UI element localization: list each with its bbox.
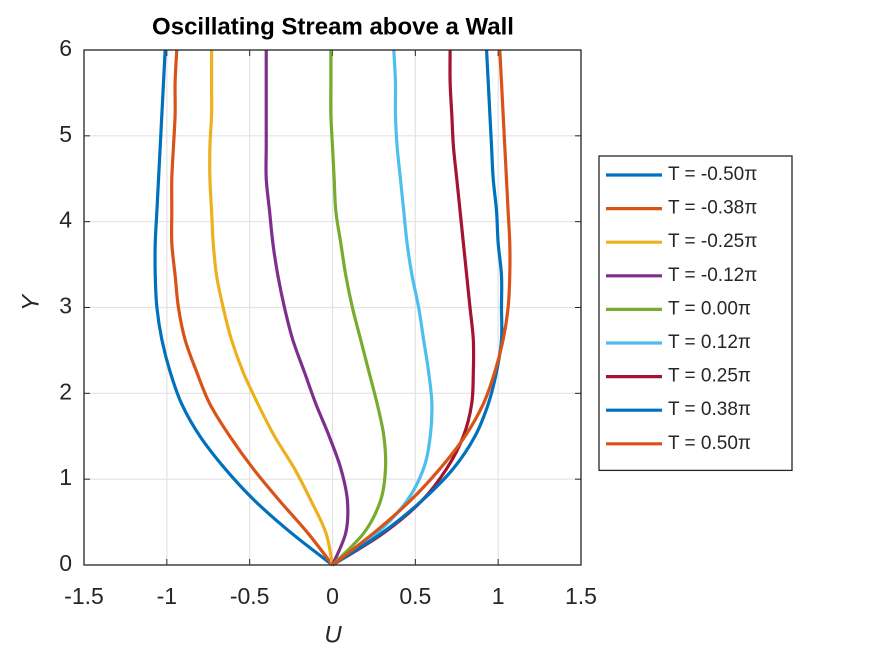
- legend-label: T = 0.38π: [668, 399, 751, 420]
- legend-label: T = -0.25π: [668, 231, 757, 252]
- series-line: [208, 50, 335, 566]
- plot-border: [83, 49, 582, 566]
- y-tick-label: 4: [59, 207, 72, 233]
- series-line: [329, 50, 388, 567]
- x-tick-label: 1: [492, 583, 505, 609]
- series-line: [331, 49, 476, 567]
- legend-label: T = 0.00π: [668, 298, 751, 319]
- chart-title: Oscillating Stream above a Wall: [152, 13, 514, 40]
- y-tick-label: 2: [59, 378, 72, 404]
- x-axis-label: U: [324, 621, 342, 648]
- series-line: [169, 49, 334, 566]
- x-tick-label: 0.5: [399, 583, 431, 609]
- legend-label: T = -0.38π: [668, 198, 757, 219]
- x-tick-label: 1.5: [565, 583, 597, 609]
- y-tick-label: 0: [59, 550, 72, 576]
- legend-label: T = -0.50π: [668, 164, 757, 185]
- x-tick-label: -1.5: [64, 583, 104, 609]
- legend-label: T = 0.50π: [668, 433, 751, 454]
- x-tick-label: -1: [157, 583, 177, 609]
- y-tick-label: 3: [59, 293, 72, 319]
- series-line: [264, 50, 350, 566]
- y-tick-label: 5: [59, 121, 72, 147]
- series-line: [331, 49, 504, 567]
- series-line: [331, 49, 512, 567]
- legend-label: T = 0.25π: [668, 366, 751, 387]
- series-line: [153, 49, 334, 567]
- y-tick-label: 6: [59, 35, 72, 61]
- x-tick-label: 0: [326, 583, 339, 609]
- y-tick-label: 1: [59, 464, 72, 490]
- legend-label: T = 0.12π: [668, 332, 751, 353]
- legend-label: T = -0.12π: [668, 265, 757, 286]
- y-axis-label: Y: [17, 293, 44, 311]
- series-line: [331, 49, 434, 567]
- x-tick-label: -0.5: [230, 583, 270, 609]
- legend: T = -0.50π T = -0.38π T = -0.25π T = -0.12π…: [598, 155, 793, 472]
